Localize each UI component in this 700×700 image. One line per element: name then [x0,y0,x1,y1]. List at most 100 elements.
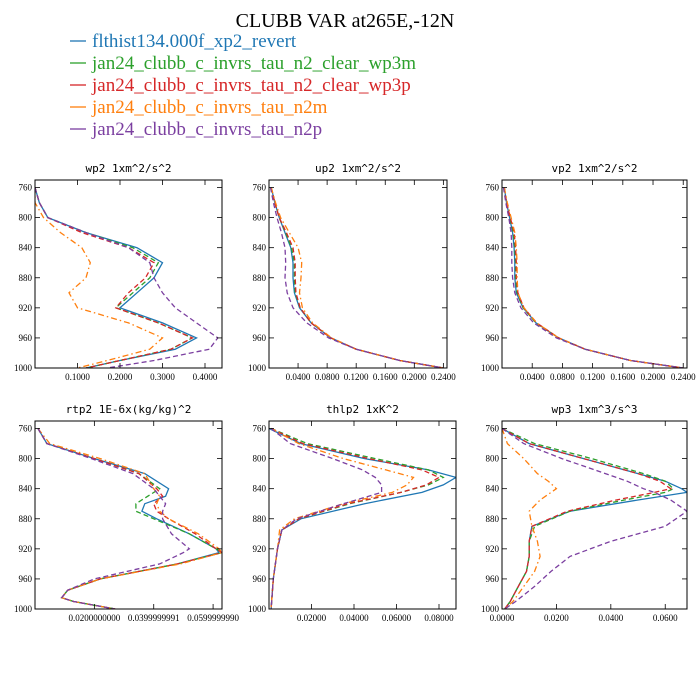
y-tick-label: 960 [253,333,267,343]
y-tick-label: 1000 [481,363,500,373]
x-tick-label: 0.0000 [490,613,515,623]
series-line [502,427,673,609]
y-tick-label: 1000 [481,604,500,614]
series-line [503,187,684,368]
panel-grid: wp2 1xm^2/s^2 760 800 840 880 920 960 1000 0.100… [14,162,696,623]
series-line [35,187,194,368]
chart-panel: rtp2 1E-6x(kg/kg)^2 760 800 840 880 920 960 100… [14,403,239,623]
series-line [37,428,222,609]
y-tick-label: 760 [253,183,267,193]
series-line [502,427,675,609]
series-line [269,427,456,609]
series-group [269,427,456,609]
x-tick-label: 0.08000 [424,613,454,623]
y-tick-label: 920 [253,544,267,554]
x-tick-label: 0.0400 [520,372,545,382]
plot-frame [268,179,448,369]
series-line [35,187,219,368]
y-tick-label: 1000 [14,604,33,614]
y-tick-label: 840 [19,243,33,253]
x-tick-label: 0.1200 [580,372,605,382]
plot-frame [501,179,688,369]
chart-panel: wp3 1xm^3/s^3 760 800 840 880 920 960 10000.000… [481,403,688,623]
panel-title: wp3 1xm^3/s^3 [551,403,637,416]
legend-entry: jan24_clubb_c_invrs_tau_n2_clear_wp3p [70,75,411,96]
y-tick-label: 800 [253,213,267,223]
x-tick-label: 0.02000 [297,613,327,623]
x-tick-label: 0.2000 [108,372,133,382]
y-tick-label: 880 [19,273,33,283]
legend-label: jan24_clubb_c_invrs_tau_n2m [91,97,328,118]
y-tick-label: 880 [486,514,500,524]
x-tick-label: 0.0600 [653,613,678,623]
y-tick-label: 1000 [14,363,33,373]
y-tick-label: 800 [486,213,500,223]
plot-frame [268,420,457,610]
series-line [270,187,444,368]
series-line [270,427,383,609]
y-tick-label: 960 [253,574,267,584]
series-line [502,427,687,609]
plot-frame [34,420,223,610]
y-tick-label: 840 [19,484,33,494]
panel-title: up2 1xm^2/s^2 [315,162,401,175]
x-tick-label: 0.1600 [373,372,398,382]
series-line [35,187,164,368]
series-line [502,428,558,609]
panel-title: thlp2 1xK^2 [326,403,399,416]
x-tick-label: 0.1200 [344,372,369,382]
y-tick-label: 920 [486,544,500,554]
series-line [35,187,198,368]
y-tick-label: 960 [19,333,33,343]
y-tick-label: 760 [253,424,267,434]
chart-panel: thlp2 1xK^2 760 800 840 880 920 960 1000 0.02000… [248,403,457,623]
series-group [502,427,687,609]
series-line [503,187,684,368]
y-tick-label: 840 [253,484,267,494]
series-line [270,427,441,609]
x-tick-label: 0.0400 [286,372,311,382]
y-tick-label: 1000 [248,363,267,373]
x-tick-label: 0.3000 [150,372,175,382]
panel-title: rtp2 1E-6x(kg/kg)^2 [66,403,192,416]
legend-label: jan24_clubb_c_invrs_tau_n2p [91,119,322,140]
y-tick-label: 760 [19,183,33,193]
series-line [503,187,684,368]
y-tick-label: 880 [486,273,500,283]
panel-title: vp2 1xm^2/s^2 [551,162,637,175]
series-line [270,187,444,368]
series-group [35,187,219,368]
y-tick-label: 960 [19,574,33,584]
series-group [37,428,222,609]
x-tick-label: 0.04000 [339,613,369,623]
x-tick-label: 0.06000 [382,613,412,623]
x-tick-label: 0.4000 [193,372,218,382]
series-line [35,187,194,368]
x-tick-label: 0.2400 [431,372,456,382]
x-tick-label: 0.0399999991 [128,613,180,623]
chart-panel: wp2 1xm^2/s^2 760 800 840 880 920 960 1000 0.100… [14,162,223,382]
x-tick-label: 0.1600 [610,372,635,382]
y-tick-label: 800 [19,213,33,223]
plot-frame [34,179,223,369]
series-line [502,427,687,609]
y-tick-label: 880 [253,514,267,524]
chart-panel: up2 1xm^2/s^2 760 800 840 880 920 960 1000 0.040… [248,162,456,382]
series-line [270,427,415,609]
figure-title: CLUBB VAR at265E,-12N [236,10,455,32]
x-tick-label: 0.0599999990 [187,613,239,623]
series-line [37,428,221,609]
series-line [503,187,684,368]
x-tick-label: 0.0800 [550,372,575,382]
legend: flthist134.000f_xp2_revert jan24_clubb_c… [70,31,416,140]
y-tick-label: 960 [486,333,500,343]
y-tick-label: 920 [19,544,33,554]
chart-panel: vp2 1xm^2/s^2 760 800 840 880 920 960 1000 0.040… [481,162,696,382]
x-tick-label: 0.0800 [315,372,340,382]
legend-label: jan24_clubb_c_invrs_tau_n2_clear_wp3m [91,53,416,74]
series-line [270,187,444,368]
y-tick-label: 920 [253,303,267,313]
x-tick-label: 0.0400 [598,613,623,623]
series-line [502,187,684,368]
